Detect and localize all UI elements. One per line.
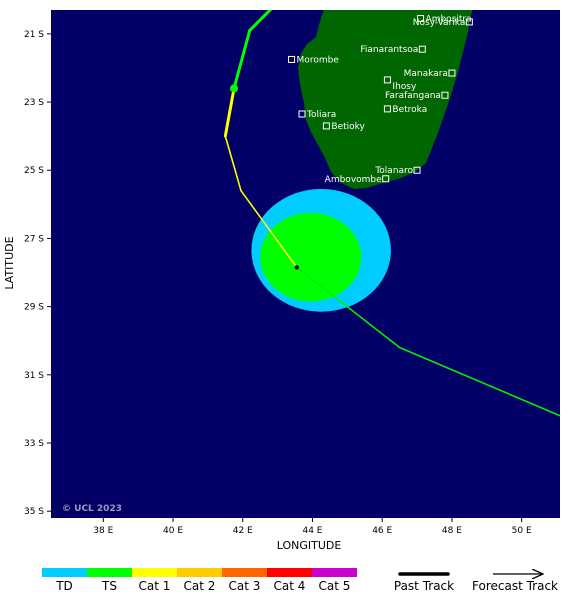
x-axis-title: LONGITUDE: [277, 539, 342, 552]
city-marker: [465, 18, 473, 26]
madagascar-landmass: [298, 10, 473, 189]
legend-swatch: [87, 568, 132, 577]
legend-swatch: [222, 568, 267, 577]
y-tick-label: 31 S: [24, 371, 44, 381]
legend-label: Cat 4: [274, 579, 306, 593]
legend-label: TS: [101, 579, 117, 593]
legend-forecast-track-label: Forecast Track: [472, 579, 558, 593]
city-label: Fianarantsoa: [360, 45, 418, 55]
city-label: Farafangana: [385, 91, 441, 101]
y-tick-label: 29 S: [24, 303, 44, 313]
y-tick-label: 23 S: [24, 98, 44, 108]
current-position-marker: [294, 265, 299, 270]
city-marker: [418, 45, 426, 53]
legend-label: Cat 5: [319, 579, 351, 593]
legend-label: Cat 2: [184, 579, 216, 593]
city-label: Tolanaro: [374, 166, 413, 176]
legend-label: Cat 1: [139, 579, 171, 593]
city-label: Morombe: [297, 55, 340, 65]
past-track-segment: [240, 189, 298, 269]
y-tick-label: 35 S: [24, 507, 44, 517]
legend-label: TD: [55, 579, 73, 593]
copyright-label: © UCL 2023: [62, 504, 122, 514]
x-tick-label: 40 E: [163, 526, 183, 536]
past-track-segment: [224, 135, 242, 192]
x-tick-label: 46 E: [372, 526, 392, 536]
past-track-segment: [223, 86, 236, 138]
forecast-track-line: [296, 266, 560, 417]
y-tick-label: 33 S: [24, 439, 44, 449]
past-track-segment: [232, 28, 252, 90]
city-marker: [417, 15, 425, 23]
city-marker: [383, 105, 391, 113]
y-axis-title: LATITUDE: [3, 236, 16, 289]
city-label: Betioky: [331, 122, 365, 132]
city-marker: [448, 69, 456, 77]
city-label: Ambositra: [426, 15, 472, 25]
x-tick-label: 42 E: [233, 526, 253, 536]
city-marker: [413, 166, 421, 174]
past-track-segment: [248, 10, 273, 32]
axis-ticks: 38 E 40 E 42 E 44 E 46 E 48 E 50 E 21 S 23 S 25 S…: [24, 30, 532, 536]
x-tick-label: 48 E: [442, 526, 462, 536]
legend-swatch: [42, 568, 87, 577]
x-tick-label: 44 E: [302, 526, 322, 536]
legend: TD TS Cat 1 Cat 2 Cat 3 Cat 4 Cat 5 Past Track F…: [42, 568, 558, 593]
y-tick-label: 25 S: [24, 166, 44, 176]
y-tick-label: 21 S: [24, 30, 44, 40]
city-label: Betroka: [392, 105, 427, 115]
legend-label: Cat 3: [229, 579, 261, 593]
legend-past-track-label: Past Track: [394, 579, 454, 593]
track-layer: [223, 10, 560, 417]
city-label: Toliara: [306, 110, 336, 120]
city-marker: [322, 122, 330, 130]
city-label: Ihosy: [392, 82, 417, 92]
legend-swatch: [312, 568, 357, 577]
city-marker: [382, 175, 390, 183]
city-marker: [288, 55, 296, 63]
x-tick-label: 50 E: [512, 526, 532, 536]
past-track-marker: [230, 84, 239, 93]
city-marker: [441, 91, 449, 99]
city-label: Nosy-Varika: [413, 18, 466, 28]
legend-swatch: [132, 568, 177, 577]
city-label: Manakara: [404, 69, 448, 79]
legend-swatch: [177, 568, 222, 577]
city-marker: [383, 76, 391, 84]
legend-swatch: [267, 568, 312, 577]
city-marker: [298, 110, 306, 118]
wind-swath-ts: [260, 212, 362, 302]
wind-swath-layer: [251, 188, 391, 312]
city-label: Ambovombe: [325, 175, 382, 185]
y-tick-label: 27 S: [24, 234, 44, 244]
x-tick-label: 38 E: [93, 526, 113, 536]
